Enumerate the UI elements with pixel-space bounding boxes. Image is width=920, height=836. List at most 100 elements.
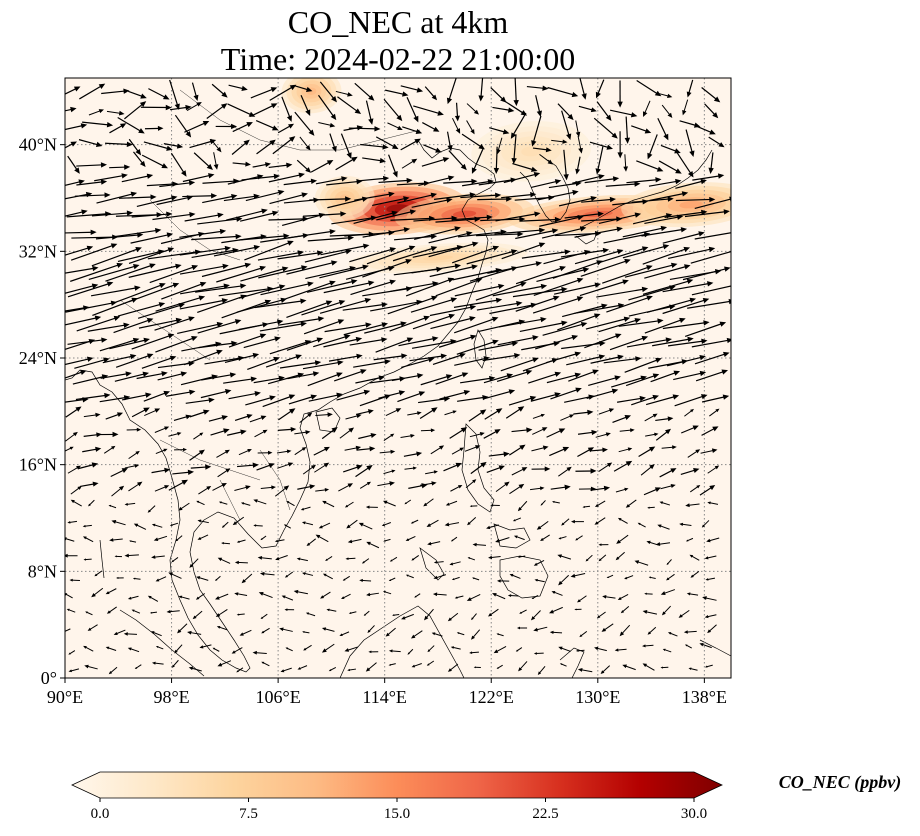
- wind-arrow: [528, 371, 562, 384]
- wind-arrow: [212, 483, 227, 491]
- wind-arrow: [240, 502, 251, 506]
- wind-arrow: [354, 191, 395, 201]
- wind-arrow: [500, 357, 539, 372]
- coastline-hainan: [315, 407, 341, 433]
- wind-arrow: [704, 664, 713, 668]
- wind-arrow: [472, 542, 486, 547]
- wind-arrow: [598, 554, 607, 562]
- wind-arrow: [68, 650, 76, 655]
- wind-arrow: [346, 519, 358, 529]
- coastline-mainland: [65, 139, 497, 673]
- wind-arrow: [238, 284, 286, 299]
- wind-arrow: [515, 228, 559, 240]
- wind-arrow: [624, 357, 662, 373]
- wind-arrow: [679, 120, 701, 128]
- wind-arrow: [471, 613, 477, 621]
- wind-arrow: [367, 625, 375, 633]
- wind-arrow: [65, 592, 73, 599]
- wind-arrow: [488, 608, 499, 617]
- wind-arrow: [79, 83, 106, 100]
- wind-arrow: [360, 143, 389, 150]
- wind-arrow: [682, 99, 689, 116]
- wind-arrow: [140, 104, 172, 111]
- wind-arrow: [551, 590, 563, 596]
- wind-arrow: [232, 516, 245, 526]
- wind-arrow: [531, 445, 549, 452]
- wind-arrow: [247, 356, 280, 371]
- wind-arrow: [646, 297, 697, 313]
- coastline-andaman: [99, 539, 105, 579]
- wind-arrow: [444, 522, 460, 527]
- wind-arrow: [206, 103, 228, 119]
- wind-arrow: [533, 652, 544, 655]
- wind-arrow: [171, 659, 179, 668]
- wind-arrow: [344, 445, 362, 451]
- wind-arrow: [373, 353, 408, 361]
- wind-arrow: [598, 462, 613, 473]
- wind-arrow: [429, 304, 477, 317]
- wind-arrow: [201, 262, 252, 278]
- wind-vectors: [65, 78, 731, 675]
- wind-arrow: [347, 668, 357, 672]
- wind-arrow: [250, 87, 278, 99]
- wind-arrow: [534, 334, 579, 350]
- wind-arrow: [536, 520, 549, 530]
- plume-inner-mongolia-north: [281, 78, 342, 114]
- wind-arrow: [647, 626, 657, 635]
- wind-arrow: [319, 81, 337, 103]
- wind-arrow: [594, 517, 606, 525]
- wind-arrow: [226, 429, 247, 436]
- wind-arrow: [278, 408, 296, 421]
- wind-arrow: [105, 588, 117, 595]
- wind-arrow: [385, 408, 402, 417]
- wind-arrow: [675, 178, 707, 189]
- wind-arrow: [634, 560, 649, 566]
- wind-arrow: [401, 357, 435, 368]
- wind-arrow: [274, 485, 290, 497]
- wind-arrow: [655, 542, 671, 547]
- wind-arrow: [217, 468, 231, 478]
- wind-arrow: [321, 426, 338, 440]
- wind-arrow: [320, 243, 370, 256]
- wind-arrow: [268, 162, 293, 169]
- wind-arrow: [383, 98, 403, 122]
- wind-arrow: [143, 141, 173, 151]
- wind-arrow: [131, 407, 150, 418]
- wind-arrow: [432, 352, 466, 366]
- wind-arrow: [657, 524, 670, 530]
- wind-arrow: [484, 408, 503, 420]
- wind-arrow: [109, 123, 127, 134]
- wind-arrow: [377, 481, 395, 487]
- wind-arrow: [353, 359, 391, 368]
- wind-arrow: [460, 375, 496, 384]
- wind-arrow: [685, 129, 695, 157]
- wind-arrow: [452, 117, 461, 134]
- wind-arrow: [114, 371, 150, 382]
- wind-arrow: [131, 333, 175, 350]
- wind-arrow: [127, 90, 147, 99]
- wind-arrow: [400, 85, 424, 93]
- wind-arrow: [658, 160, 682, 174]
- wind-arrow: [210, 428, 230, 436]
- wind-arrow: [566, 354, 606, 366]
- wind-arrow: [366, 245, 416, 265]
- wind-arrow: [274, 539, 285, 543]
- wind-arrow: [362, 157, 386, 164]
- wind-arrow: [215, 123, 238, 130]
- wind-arrow: [82, 446, 102, 453]
- wind-arrow: [197, 319, 242, 334]
- colorbar-tick-label: 22.5: [532, 806, 558, 822]
- wind-arrow: [324, 322, 372, 333]
- wind-arrow: [488, 451, 510, 457]
- wind-arrow: [469, 432, 485, 438]
- wind-arrow: [464, 445, 481, 452]
- wind-arrow: [404, 499, 412, 505]
- wind-arrow: [315, 176, 348, 185]
- wind-arrow: [642, 278, 694, 295]
- wind-arrow: [431, 632, 443, 637]
- wind-arrow: [496, 664, 503, 669]
- wind-arrow: [412, 313, 456, 330]
- wind-arrow: [403, 451, 423, 457]
- wind-arrow: [133, 151, 146, 167]
- wind-arrow: [619, 428, 635, 433]
